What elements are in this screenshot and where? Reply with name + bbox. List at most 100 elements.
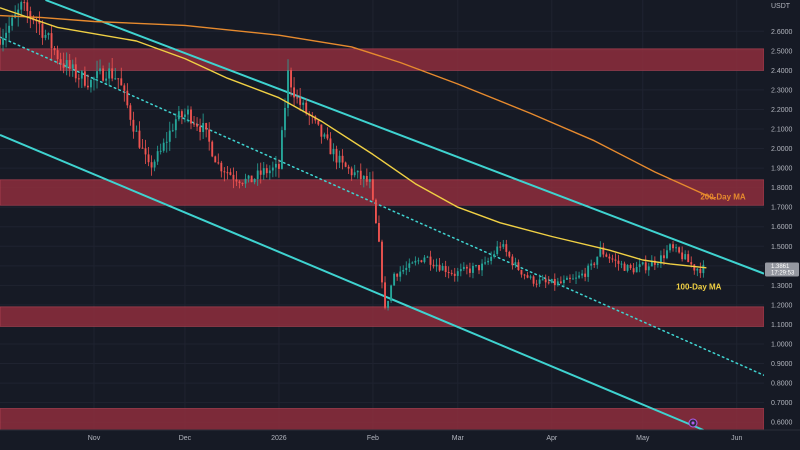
candle-body [584,273,587,277]
candle-body [162,142,165,151]
candle-body [402,270,405,272]
candle-body [374,199,377,224]
candle-body [253,178,256,183]
candle-body [468,268,471,273]
candle-body [641,262,644,265]
price-tick-label: 1.1000 [771,322,793,329]
candle-body [590,263,593,266]
candle-body [287,70,289,108]
candle-body [262,168,265,175]
price-axis-background [764,0,800,450]
candle-body [423,257,426,263]
candle-body [526,275,529,278]
price-tick-label: 0.8000 [771,381,793,388]
time-axis-background [0,430,800,450]
candle-body [459,269,462,272]
candle-body [102,68,105,81]
candle-body [620,263,623,265]
candle-body [669,244,671,251]
candle-body [65,60,68,68]
candle-body [332,149,335,155]
candle-body [702,264,705,274]
candle-body [684,254,687,260]
candle-body [663,255,665,259]
candle-body [305,102,308,114]
candle-body [132,119,135,132]
candle-body [105,78,108,81]
candle-body [150,162,153,168]
candle-body [644,262,647,271]
candle-body [326,134,329,139]
time-tick-label: May [636,435,650,442]
price-tick-label: 1.9000 [771,166,793,173]
price-zone [0,408,765,431]
candle-body [2,37,4,45]
candle-body [432,264,435,267]
candle-body [666,250,668,259]
candle-body [141,147,144,149]
candle-body [205,123,208,130]
candle-body [532,276,535,284]
channel-midline-dotted [0,36,765,377]
candle-body [317,120,320,125]
candle-body [38,20,41,24]
candle-body [675,247,678,249]
candle-body [111,68,114,79]
candle-body [687,254,690,263]
axis-symbol-label: USDT [771,3,791,10]
candle-body [83,71,86,86]
candle-body [478,265,480,271]
candle-body [187,109,189,115]
candle-body [690,262,693,265]
candle-body [647,266,650,271]
candle-body [247,175,250,179]
time-tick-label: Dec [179,435,192,442]
candle-body [593,263,596,265]
timeline-marker-icon[interactable] [688,418,698,428]
time-tick-label: Jun [731,435,742,442]
candle-body [411,262,414,264]
candle-body [214,156,217,163]
candle-body [572,278,574,280]
candle-body [180,111,183,118]
price-tick-label: 1.2000 [771,302,793,309]
candle-body [281,130,283,169]
candle-body [444,266,447,273]
candle-body [229,172,232,175]
candle-body [293,87,296,98]
price-tick-label: 1.3000 [771,283,793,290]
candle-body [650,260,653,267]
price-axis[interactable]: USDT 2.6000 2.5000 2.4000 2.3000 2.2000 2.100… [764,0,800,450]
candle-body [496,246,499,255]
candle-body [259,170,262,175]
candle-body [338,155,341,163]
candle-body [80,71,83,79]
candle-body [47,33,50,36]
candle-body [284,107,286,131]
candle-body [581,273,584,276]
candle-body [117,78,120,80]
descending-channel [0,0,765,431]
last-price-value: 1.3861 [771,264,790,270]
candle-body [90,79,92,88]
candle-body [26,2,29,12]
candle-body [99,68,101,72]
candle-body [256,170,259,179]
candle-body [569,277,571,279]
time-axis[interactable]: Nov Dec 2026 Feb Mar Apr May Jun [0,429,800,450]
candle-body [596,256,599,265]
candle-body [399,271,402,277]
candle-body [523,274,526,276]
price-zone [0,48,765,71]
candle-body [599,247,602,257]
candle-body [223,171,226,173]
candle-body [426,256,429,258]
moving-average-lines: 200-Day MA 100-Day MA [0,7,746,291]
candle-body [626,264,629,271]
price-tick-label: 1.8000 [771,185,793,192]
candle-body [672,244,674,249]
candle-body [250,175,253,183]
candle-body [699,268,702,274]
candle-body [320,124,323,137]
